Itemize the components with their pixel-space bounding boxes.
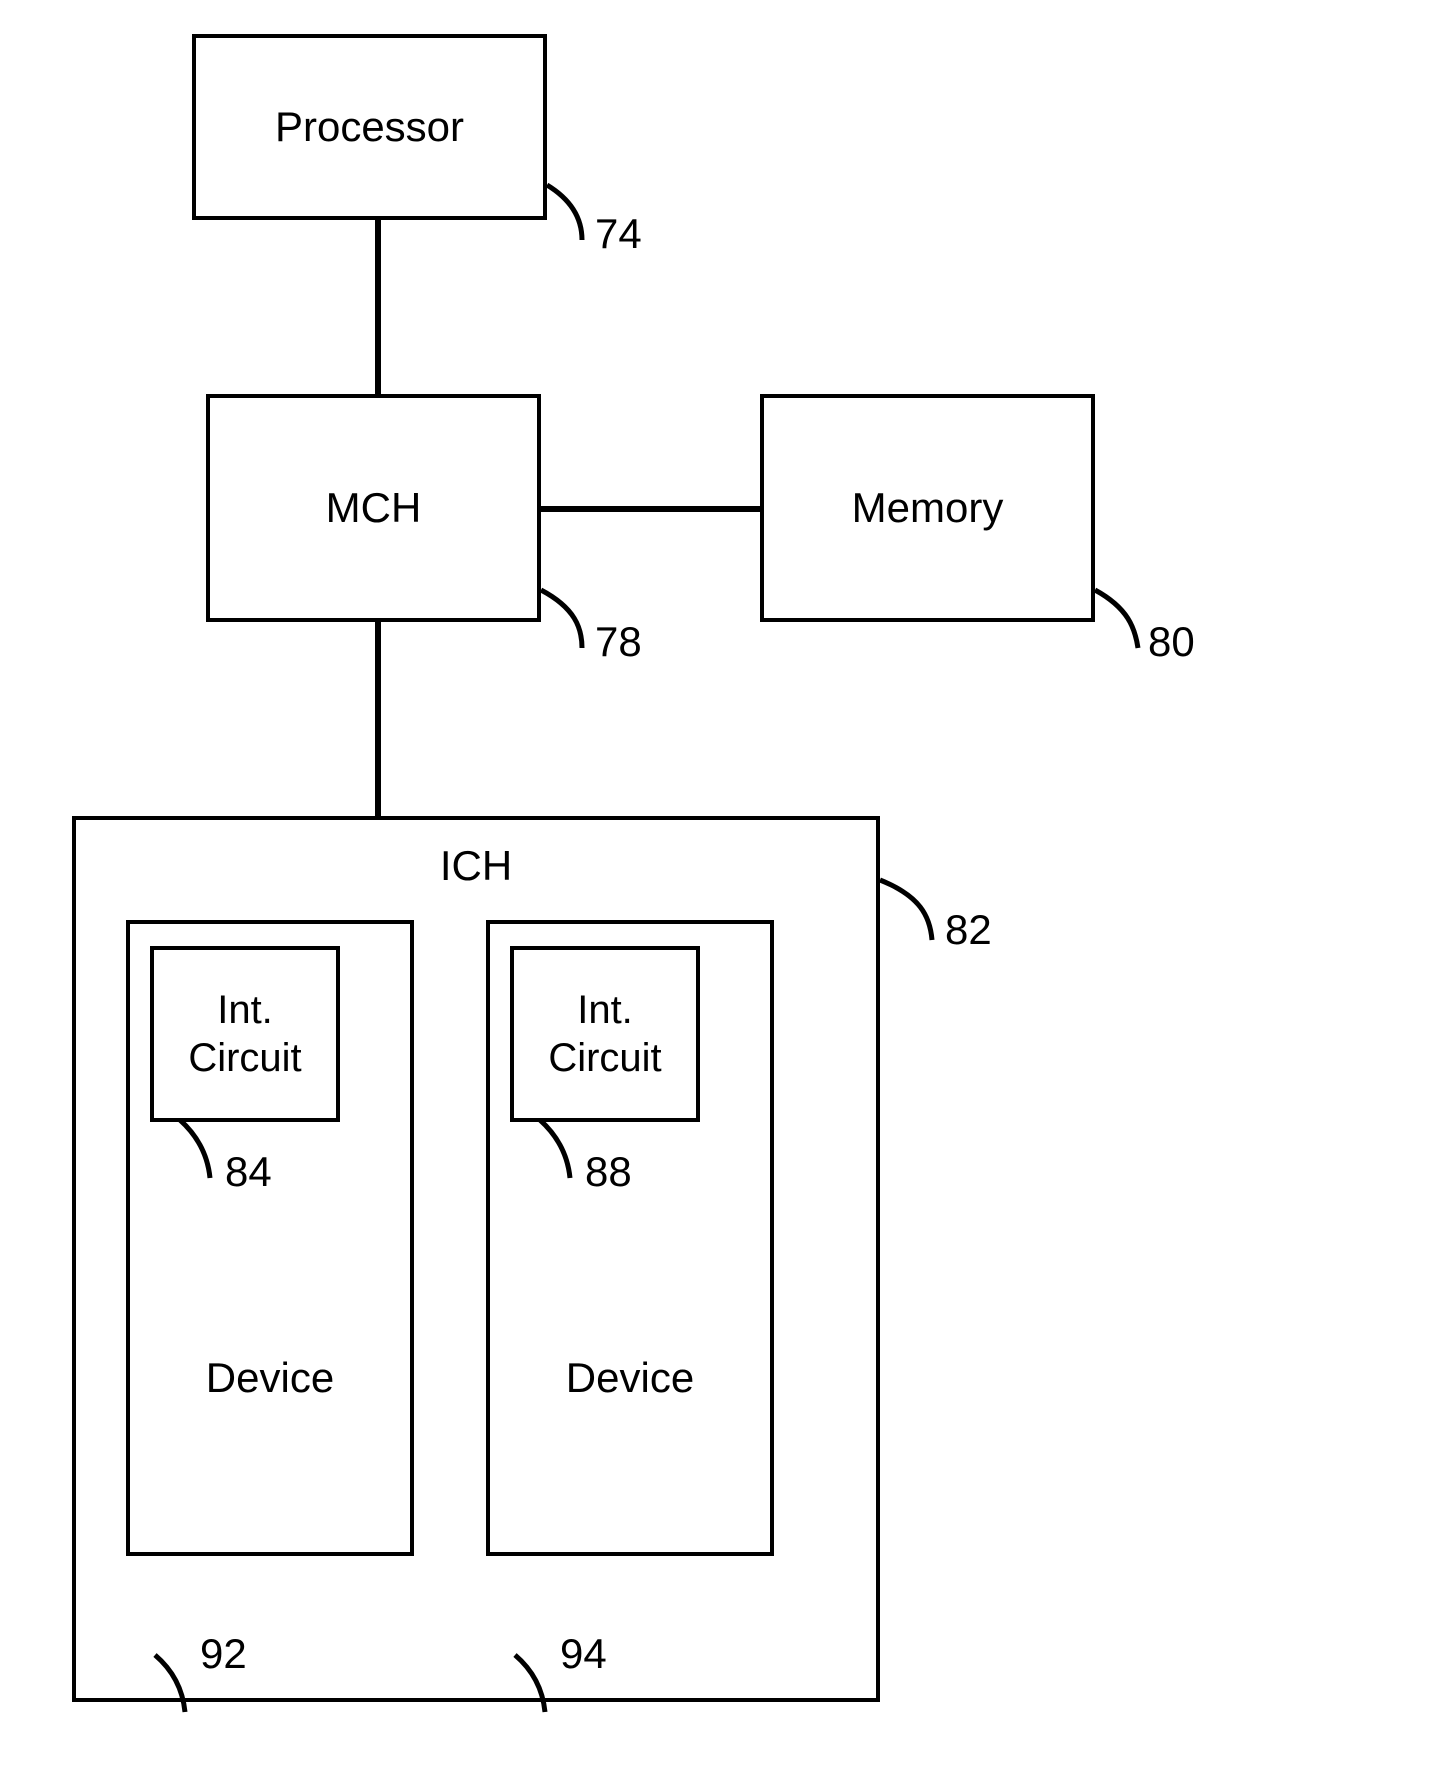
ich-ref: 82: [945, 906, 992, 954]
int-circuit-1-ref: 84: [225, 1148, 272, 1196]
memory-ref: 80: [1148, 618, 1195, 666]
device1-ref: 92: [200, 1630, 247, 1678]
mch-ref: 78: [595, 618, 642, 666]
device2-ref: 94: [560, 1630, 607, 1678]
int-circuit-2-ref: 88: [585, 1148, 632, 1196]
leader-lines: [0, 0, 1451, 1780]
block-diagram: Processor MCH Memory ICH Int. Circuit De…: [0, 0, 1451, 1780]
processor-ref: 74: [595, 210, 642, 258]
